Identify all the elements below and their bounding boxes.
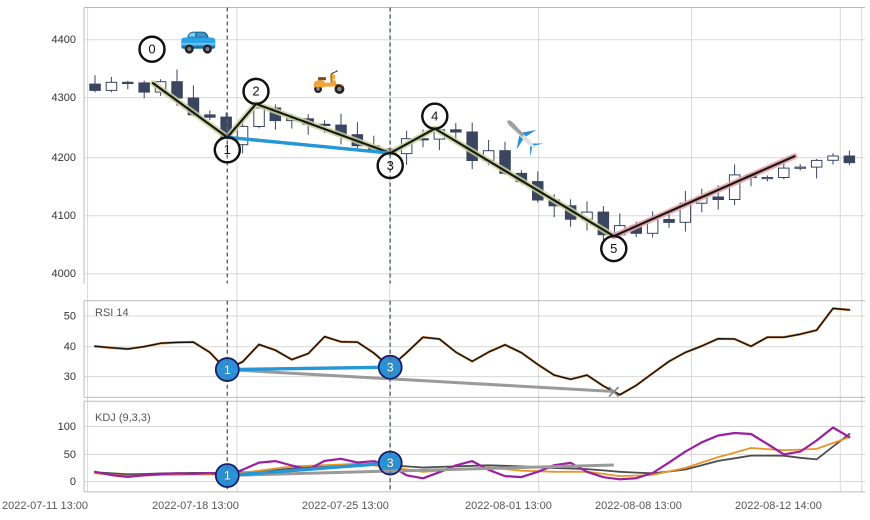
svg-text:0: 0: [70, 476, 76, 488]
svg-text:4200: 4200: [52, 152, 76, 164]
svg-text:4: 4: [431, 108, 438, 123]
svg-text:1: 1: [224, 142, 231, 157]
svg-text:5: 5: [610, 241, 617, 256]
svg-text:3: 3: [387, 360, 394, 374]
svg-text:KDJ (9,3,3): KDJ (9,3,3): [95, 412, 151, 424]
svg-text:3: 3: [387, 456, 394, 470]
svg-text:3: 3: [387, 158, 394, 173]
svg-text:50: 50: [64, 449, 76, 461]
svg-text:50: 50: [64, 311, 76, 323]
svg-text:2022-08-01 13:00: 2022-08-01 13:00: [465, 500, 552, 512]
svg-text:2022-07-11 13:00: 2022-07-11 13:00: [2, 500, 88, 512]
svg-text:RSI 14: RSI 14: [95, 307, 129, 319]
svg-text:1: 1: [224, 469, 231, 483]
svg-text:2022-07-18 13:00: 2022-07-18 13:00: [152, 500, 239, 512]
svg-text:0: 0: [148, 42, 155, 57]
svg-text:4300: 4300: [52, 92, 76, 104]
svg-text:4000: 4000: [52, 268, 76, 280]
svg-text:4400: 4400: [52, 34, 76, 46]
svg-text:100: 100: [58, 421, 76, 433]
svg-text:2: 2: [252, 84, 259, 99]
svg-text:4100: 4100: [52, 210, 76, 222]
svg-text:2022-08-12 14:00: 2022-08-12 14:00: [735, 500, 822, 512]
svg-text:40: 40: [64, 341, 76, 353]
svg-text:1: 1: [224, 363, 231, 377]
svg-text:2022-07-25 13:00: 2022-07-25 13:00: [302, 500, 389, 512]
svg-text:2022-08-08 13:00: 2022-08-08 13:00: [595, 500, 682, 512]
svg-text:30: 30: [64, 371, 76, 383]
